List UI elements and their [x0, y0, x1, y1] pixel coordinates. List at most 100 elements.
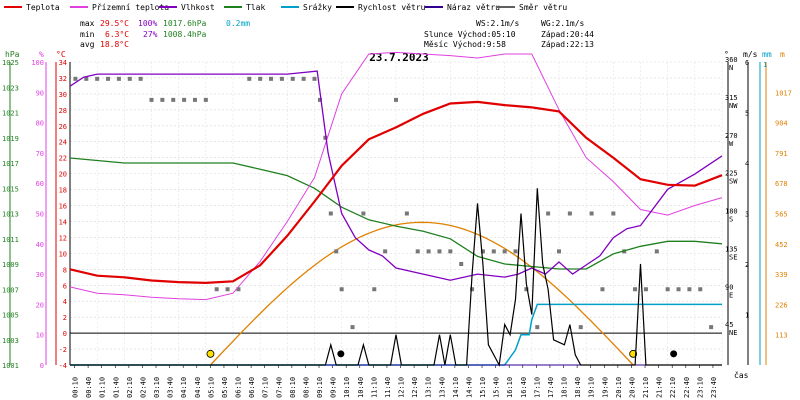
stat-max-rain: 0.2mm [226, 19, 250, 28]
wind-direction-point-33 [404, 211, 409, 216]
moonrise-icon [337, 350, 345, 358]
temp-tick-2: 0 [63, 330, 67, 338]
rain-tick-3: 678 [775, 180, 788, 188]
wind-direction-point-51 [600, 287, 605, 292]
wind-direction-point-23 [317, 97, 322, 102]
time-tick-32: 16:10 [506, 377, 514, 398]
info-wg: WG:2.1m/s [541, 19, 585, 28]
dir-letter-5: SE [729, 253, 737, 261]
hpa-tick-6: 1013 [2, 211, 19, 219]
time-tick-31: 15:40 [493, 377, 501, 398]
wind-tick-5: 6 [745, 59, 749, 67]
time-tick-43: 21:40 [656, 377, 664, 398]
time-tick-18: 09:10 [316, 377, 324, 398]
axis-unit-dir: ° [724, 50, 729, 59]
wind-direction-point-16 [247, 76, 252, 81]
wind-direction-point-5 [127, 76, 132, 81]
time-tick-30: 15:10 [479, 377, 487, 398]
dir-tick-0: 360 [725, 56, 738, 64]
wind-direction-point-1 [84, 76, 89, 81]
wind-tick-2: 3 [745, 211, 749, 219]
time-tick-11: 05:40 [221, 377, 229, 398]
time-tick-6: 03:10 [153, 377, 161, 398]
stat-min-hum: 27% [143, 30, 158, 39]
temp-tick-17: 30 [59, 91, 67, 99]
temp-tick-5: 6 [63, 282, 67, 290]
wind-direction-point-21 [301, 76, 306, 81]
wind-tick-0: 1 [745, 312, 749, 320]
time-tick-27: 13:40 [438, 377, 446, 398]
wind-direction-point-27 [339, 287, 344, 292]
hum-tick-8: 80 [36, 120, 44, 128]
hpa-tick-3: 1007 [2, 286, 19, 294]
wind-direction-point-19 [279, 76, 284, 81]
wind-direction-point-49 [578, 325, 583, 330]
axes: hPa% °C ° m/s mm mčas100110031005100710091011… [2, 50, 792, 398]
legend-label-7: Směr větru [519, 3, 567, 12]
temp-tick-15: 26 [59, 123, 67, 131]
wind-direction-point-20 [290, 76, 295, 81]
hum-tick-9: 90 [36, 89, 44, 97]
wind-direction-point-15 [236, 287, 241, 292]
hum-tick-3: 30 [36, 271, 44, 279]
time-tick-29: 14:40 [465, 377, 473, 398]
temp-tick-1: -2 [59, 346, 67, 354]
wind-direction-point-52 [611, 211, 616, 216]
series-line-tlak [69, 157, 723, 270]
stat-max-label: max [80, 19, 95, 28]
hpa-tick-9: 1019 [2, 135, 19, 143]
hpa-tick-2: 1005 [2, 312, 19, 320]
wind-direction-point-54 [633, 287, 638, 292]
temp-tick-18: 32 [59, 75, 67, 83]
wind-direction-point-35 [426, 249, 431, 254]
dir-letter-4: S [729, 216, 733, 224]
legend-label-6: Náraz větru [447, 3, 500, 12]
dir-letter-3: SW [729, 178, 738, 186]
time-tick-0: 00:10 [72, 377, 80, 398]
info-moon-set: Západ:22:13 [541, 40, 594, 49]
time-tick-28: 14:10 [452, 377, 460, 398]
wind-direction-point-3 [106, 76, 111, 81]
temp-tick-4: 4 [63, 298, 67, 306]
wind-direction-point-14 [225, 287, 230, 292]
grid [69, 61, 723, 366]
temp-tick-9: 14 [59, 218, 67, 226]
temp-tick-3: 2 [63, 314, 67, 322]
wind-direction-point-40 [480, 249, 485, 254]
time-tick-37: 18:40 [574, 377, 582, 398]
dir-tick-3: 225 [725, 170, 738, 178]
time-tick-3: 01:40 [112, 377, 120, 398]
hpa-tick-5: 1011 [2, 236, 19, 244]
axis-unit-wind: m/s [743, 50, 758, 59]
dir-tick-6: 90 [725, 283, 733, 291]
temp-tick-13: 22 [59, 155, 67, 163]
wind-direction-point-43 [513, 249, 518, 254]
wind-direction-point-24 [323, 135, 328, 140]
series-line-prizemni-teplota [69, 51, 723, 301]
wind-direction-point-58 [676, 287, 681, 292]
dir-letter-0: N [729, 64, 733, 72]
rain-tick-4: 565 [775, 211, 788, 219]
wind-direction-point-48 [567, 211, 572, 216]
info-ws: WS:2.1m/s [476, 19, 520, 28]
hpa-tick-4: 1009 [2, 261, 19, 269]
time-tick-7: 03:40 [167, 377, 175, 398]
rain-tick-1: 904 [775, 120, 788, 128]
wind-direction-point-42 [502, 249, 507, 254]
wind-direction-point-26 [334, 249, 339, 254]
time-tick-8: 04:10 [180, 377, 188, 398]
time-tick-46: 23:10 [696, 377, 704, 398]
moonset-icon [670, 350, 678, 358]
stat-max-press: 1017.6hPa [163, 19, 207, 28]
wind-direction-point-46 [546, 211, 551, 216]
dir-tick-4: 180 [725, 208, 738, 216]
time-tick-42: 21:10 [642, 377, 650, 398]
hpa-tick-11: 1023 [2, 84, 19, 92]
temp-tick-10: 16 [59, 203, 67, 211]
temp-tick-14: 24 [59, 139, 67, 147]
time-tick-47: 23:40 [710, 377, 718, 398]
time-tick-10: 05:10 [207, 377, 215, 398]
wind-direction-point-36 [437, 249, 442, 254]
time-tick-1: 00:40 [85, 377, 93, 398]
